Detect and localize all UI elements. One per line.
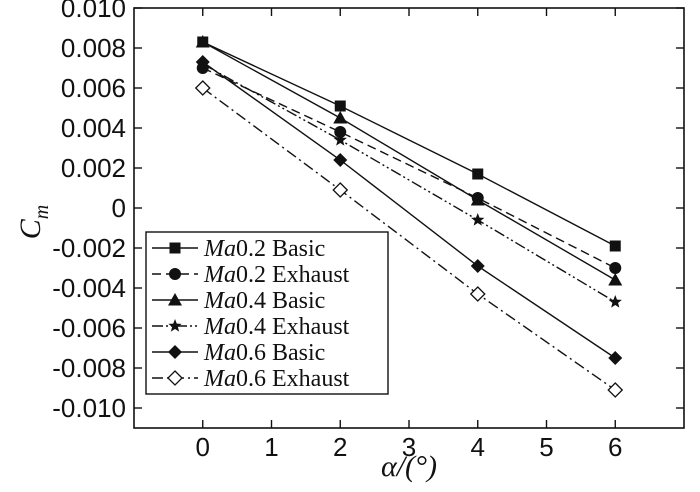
legend-label: Ma0.2 Basic xyxy=(203,236,325,262)
data-point xyxy=(334,100,346,112)
data-point xyxy=(334,126,347,138)
y-tick-label: 0.008 xyxy=(61,33,126,63)
x-tick-label: 4 xyxy=(471,432,485,462)
legend-marker xyxy=(168,319,182,332)
legend-label-rest: 0.4 Basic xyxy=(236,288,325,314)
series-line xyxy=(202,41,616,281)
legend-item: Ma0.4 Exhaust xyxy=(152,314,350,340)
x-axis: 0 1 2 3 4 5 6 xyxy=(196,8,622,462)
y-axis: 0.010 0.008 0.006 0.004 0.002 0 -0.002 -0.004 -0… xyxy=(52,0,684,423)
series-ma0-2-basic xyxy=(197,36,621,252)
legend-label-italic: Ma xyxy=(203,314,236,340)
legend-marker xyxy=(169,242,181,254)
y-tick-label: -0.008 xyxy=(52,353,126,383)
legend-marker xyxy=(169,268,181,280)
data-point xyxy=(332,182,349,198)
series-line xyxy=(202,61,616,359)
data-point xyxy=(608,273,623,286)
legend-label-italic: Ma xyxy=(203,236,236,262)
y-tick-label: -0.006 xyxy=(52,313,126,343)
data-point xyxy=(607,382,624,398)
series-line xyxy=(202,41,616,247)
legend-item: Ma0.6 Basic xyxy=(152,340,325,366)
x-tick-label: 5 xyxy=(539,432,553,462)
series-layer xyxy=(194,35,624,398)
x-tick-label: 3 xyxy=(402,432,416,462)
legend-label-rest: 0.2 Exhaust xyxy=(236,262,350,288)
legend-label-italic: Ma xyxy=(203,262,236,288)
legend-label-italic: Ma xyxy=(203,340,236,366)
legend-label: Ma0.6 Basic xyxy=(203,340,325,366)
data-point xyxy=(470,193,485,206)
data-point xyxy=(608,295,622,308)
legend-label: Ma0.2 Exhaust xyxy=(203,262,350,288)
legend-box xyxy=(145,231,389,395)
data-point xyxy=(333,153,348,167)
y-tick-label: 0.006 xyxy=(61,73,126,103)
legend-item: Ma0.6 Exhaust xyxy=(152,366,350,392)
x-tick-label: 6 xyxy=(608,432,622,462)
legend-item: Ma0.4 Basic xyxy=(152,288,325,314)
legend-marker xyxy=(168,345,182,359)
y-tick-label: 0.002 xyxy=(61,153,126,183)
y-tick-label: -0.010 xyxy=(52,393,126,423)
series-line xyxy=(202,67,616,269)
legend-label: Ma0.4 Exhaust xyxy=(203,314,350,340)
legend-label-italic: Ma xyxy=(203,366,236,392)
legend-item: Ma0.2 Exhaust xyxy=(152,262,350,288)
legend-label-italic: Ma xyxy=(203,288,236,314)
legend-label-rest: 0.6 Exhaust xyxy=(236,366,350,392)
data-point xyxy=(194,80,211,96)
y-axis-title: Cm xyxy=(14,205,53,239)
series-line xyxy=(202,63,616,303)
series-ma0-4-basic xyxy=(195,35,623,286)
legend-label-rest: 0.2 Basic xyxy=(236,236,325,262)
data-point xyxy=(195,35,210,48)
legend-label: Ma0.4 Basic xyxy=(203,288,325,314)
data-point xyxy=(333,111,348,124)
x-tick-label: 1 xyxy=(264,432,278,462)
data-point xyxy=(469,286,486,302)
legend-label-rest: 0.4 Exhaust xyxy=(236,314,350,340)
y-tick-label: 0.010 xyxy=(61,0,126,23)
legend-label: Ma0.6 Exhaust xyxy=(203,366,350,392)
data-point xyxy=(470,259,485,273)
series-ma0-6-basic xyxy=(195,55,623,365)
legend-marker xyxy=(167,370,183,386)
x-tick-label: 2 xyxy=(333,432,347,462)
data-point xyxy=(333,133,347,146)
data-point xyxy=(195,55,210,69)
data-point xyxy=(471,213,485,226)
data-point xyxy=(608,351,623,365)
data-point xyxy=(609,262,622,274)
legend-item: Ma0.2 Basic xyxy=(152,236,325,262)
legend-marker xyxy=(168,293,182,306)
legend-label-rest: 0.6 Basic xyxy=(236,340,325,366)
x-tick-label: 0 xyxy=(196,432,210,462)
y-tick-label: -0.002 xyxy=(52,233,126,263)
series-ma0-6-exhaust xyxy=(194,80,624,398)
y-tick-label: 0 xyxy=(112,193,126,223)
data-point xyxy=(609,240,621,252)
y-tick-label: 0.004 xyxy=(61,113,126,143)
y-axis-title-subscript: m xyxy=(31,205,53,219)
x-axis-title: α/(°) xyxy=(381,450,437,483)
series-line xyxy=(202,87,616,391)
data-point xyxy=(472,168,484,180)
y-axis-title-main: C xyxy=(14,218,47,239)
y-tick-label: -0.004 xyxy=(52,273,126,303)
